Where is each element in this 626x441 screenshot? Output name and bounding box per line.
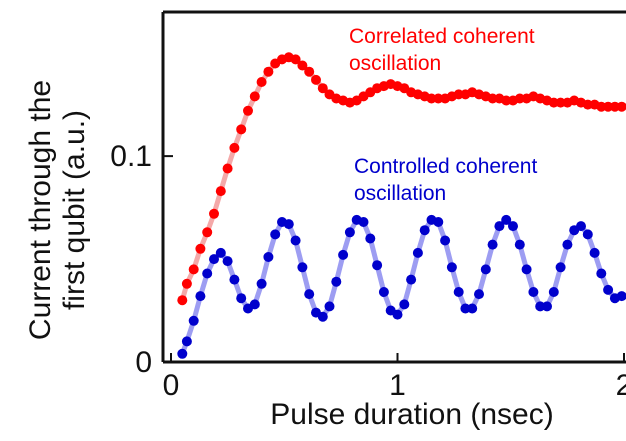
data-point-series-1 xyxy=(562,239,573,250)
data-point-series-0 xyxy=(222,163,233,174)
data-point-series-1 xyxy=(188,315,199,326)
data-point-series-0 xyxy=(616,101,626,112)
y-tick-label: 0 xyxy=(135,346,152,379)
data-point-series-1 xyxy=(378,287,389,297)
data-point-series-1 xyxy=(331,276,342,287)
data-point-series-1 xyxy=(474,289,484,300)
data-point-series-1 xyxy=(521,264,532,275)
data-point-series-0 xyxy=(304,66,315,77)
x-axis-title: Pulse duration (nsec) xyxy=(270,398,553,431)
data-point-series-1 xyxy=(582,229,593,240)
data-point-series-1 xyxy=(177,348,188,359)
data-point-series-1 xyxy=(406,274,417,285)
data-point-series-1 xyxy=(263,252,274,262)
data-point-series-1 xyxy=(249,299,260,310)
data-point-series-0 xyxy=(290,54,301,65)
data-point-series-1 xyxy=(616,291,626,302)
data-point-series-1 xyxy=(195,291,206,302)
data-point-series-1 xyxy=(283,219,294,230)
data-point-series-1 xyxy=(433,217,444,227)
data-point-series-1 xyxy=(181,336,192,347)
data-point-series-0 xyxy=(209,208,219,219)
x-tick-label: 1 xyxy=(389,369,406,402)
data-point-series-0 xyxy=(229,142,240,153)
axis-ticks: 0 1 2 0 0.1 xyxy=(110,140,626,402)
data-point-series-1 xyxy=(344,227,355,238)
data-point-series-0 xyxy=(195,243,206,254)
x-tick-label: 0 xyxy=(163,369,180,402)
data-point-series-1 xyxy=(317,311,328,322)
data-point-series-1 xyxy=(297,262,308,273)
data-point-series-0 xyxy=(297,60,308,71)
annotation-controlled-line-2: oscillation xyxy=(354,182,446,205)
data-points xyxy=(177,52,626,359)
data-point-series-1 xyxy=(508,221,518,232)
data-point-series-1 xyxy=(480,264,491,275)
data-point-series-1 xyxy=(596,268,607,279)
data-point-series-1 xyxy=(603,284,614,295)
data-point-series-1 xyxy=(372,260,383,271)
annotation-controlled-line-1: Controlled coherent xyxy=(354,155,537,178)
data-point-series-1 xyxy=(209,254,219,265)
data-point-series-1 xyxy=(222,256,233,267)
data-point-series-0 xyxy=(256,77,267,87)
data-point-series-1 xyxy=(399,299,410,310)
data-point-series-0 xyxy=(249,91,260,102)
data-point-series-1 xyxy=(555,262,566,273)
data-point-series-1 xyxy=(446,262,457,273)
data-point-series-1 xyxy=(229,274,240,285)
data-point-series-0 xyxy=(188,264,199,275)
data-point-series-1 xyxy=(548,287,559,297)
data-point-series-0 xyxy=(181,278,192,289)
data-point-series-1 xyxy=(419,225,430,236)
data-point-series-1 xyxy=(338,249,349,260)
data-point-series-0 xyxy=(263,66,274,77)
data-point-series-1 xyxy=(589,247,600,258)
data-point-series-0 xyxy=(177,295,188,306)
data-point-series-1 xyxy=(501,214,512,225)
data-point-series-1 xyxy=(365,233,376,244)
data-point-series-1 xyxy=(440,235,451,246)
data-point-series-1 xyxy=(324,301,335,312)
annotation-correlated-line-1: Correlated coherent xyxy=(349,25,535,48)
data-point-series-1 xyxy=(392,309,403,320)
data-point-series-0 xyxy=(311,74,321,85)
y-axis-title-line-2: first qubit (a.u.) xyxy=(58,110,91,310)
data-point-series-1 xyxy=(270,229,281,240)
data-point-series-1 xyxy=(290,235,301,246)
annotation-correlated-line-2: oscillation xyxy=(349,52,441,75)
data-point-series-1 xyxy=(576,221,586,232)
data-point-series-1 xyxy=(514,239,525,250)
x-tick-label: 2 xyxy=(616,369,626,402)
data-point-series-1 xyxy=(304,289,315,300)
data-point-series-1 xyxy=(487,239,498,250)
data-point-series-1 xyxy=(494,221,505,232)
data-point-series-0 xyxy=(243,105,253,116)
data-point-series-0 xyxy=(317,83,328,94)
data-point-series-1 xyxy=(215,247,226,258)
data-point-series-1 xyxy=(256,278,267,289)
data-point-series-1 xyxy=(542,301,552,312)
data-point-series-1 xyxy=(202,268,213,279)
plot-frame xyxy=(161,10,626,364)
data-point-series-1 xyxy=(412,247,423,258)
data-point-series-1 xyxy=(236,293,247,304)
y-tick-label: 0.1 xyxy=(110,140,152,173)
data-point-series-1 xyxy=(528,287,539,297)
data-point-series-0 xyxy=(236,124,247,135)
data-point-series-1 xyxy=(358,217,369,227)
data-point-series-1 xyxy=(467,303,478,314)
data-point-series-1 xyxy=(453,287,464,297)
data-point-series-0 xyxy=(202,227,213,238)
y-axis-title-line-1: Current through the xyxy=(24,80,57,340)
data-point-series-0 xyxy=(215,186,226,197)
